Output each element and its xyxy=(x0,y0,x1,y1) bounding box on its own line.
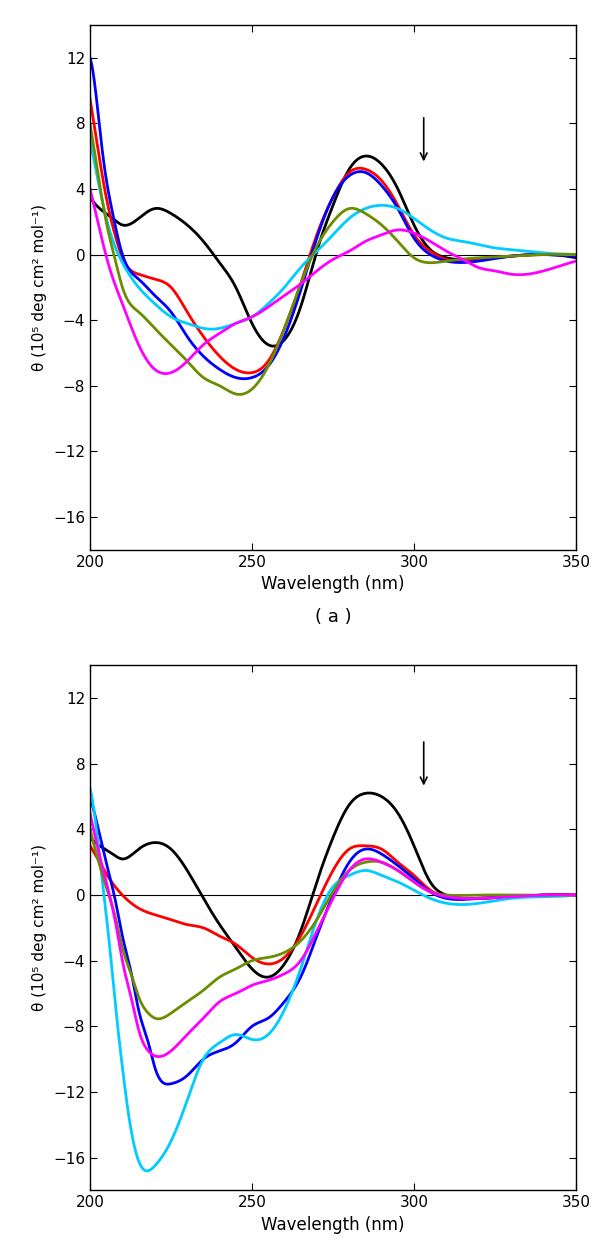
X-axis label: Wavelength (nm): Wavelength (nm) xyxy=(261,575,405,593)
Text: ( a ): ( a ) xyxy=(314,608,352,626)
X-axis label: Wavelength (nm): Wavelength (nm) xyxy=(261,1215,405,1234)
Y-axis label: θ (10⁵ deg cm² mol⁻¹): θ (10⁵ deg cm² mol⁻¹) xyxy=(32,844,47,1012)
Y-axis label: θ (10⁵ deg cm² mol⁻¹): θ (10⁵ deg cm² mol⁻¹) xyxy=(32,203,47,371)
